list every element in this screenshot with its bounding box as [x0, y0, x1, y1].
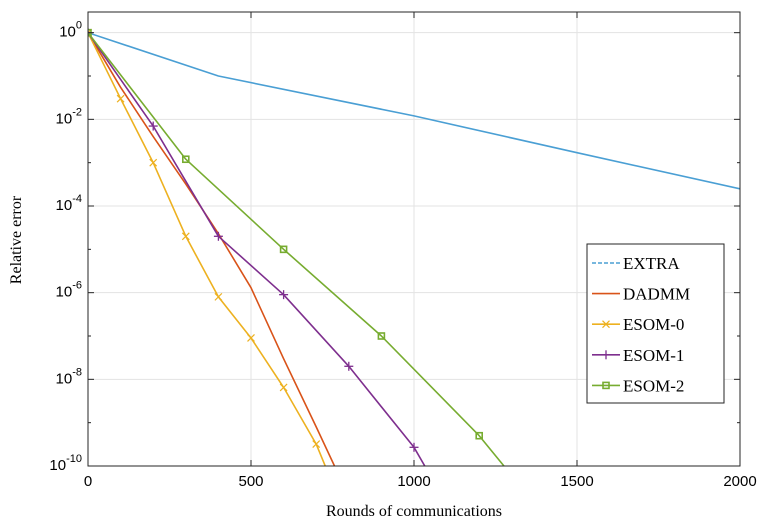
legend-label: DADMM: [623, 285, 690, 304]
data-point: [279, 245, 288, 254]
data-point: [181, 232, 190, 241]
data-point: [377, 332, 386, 340]
data-point: [344, 361, 354, 371]
data-point: [409, 442, 419, 452]
data-point: [116, 94, 125, 103]
y-tick-label: 100: [59, 20, 82, 41]
legend-marker: [602, 381, 610, 390]
data-point: [182, 155, 190, 164]
grid: [87, 12, 741, 467]
x-tick-label: 1000: [397, 473, 430, 490]
legend-item: EXTRA: [592, 254, 680, 273]
data-point: [247, 334, 255, 342]
x-axis-title: Rounds of communications: [326, 503, 502, 520]
y-tick-label: 10-10: [49, 453, 82, 474]
series-line: [88, 32, 505, 466]
x-tick-label: 2000: [723, 473, 756, 490]
series-line: [88, 31, 740, 190]
x-tick-label: 1500: [560, 473, 593, 490]
y-tick-label: 10-6: [56, 280, 82, 301]
legend-item: ESOM-1: [592, 346, 684, 365]
y-tick-label: 10-2: [56, 106, 82, 127]
y-axis-title: Relative error: [8, 195, 25, 284]
data-point: [279, 383, 288, 392]
legend-label: ESOM-1: [623, 346, 684, 365]
y-tick-label: 10-4: [56, 193, 82, 214]
legend-label: EXTRA: [623, 254, 680, 273]
x-tick-label: 500: [238, 473, 263, 490]
data-point: [149, 158, 158, 167]
legend-item: ESOM-0: [592, 315, 684, 334]
legend-label: ESOM-0: [623, 315, 684, 334]
data-point: [213, 231, 223, 241]
legend-marker: [601, 350, 611, 360]
data-point: [279, 290, 289, 300]
legend-item: ESOM-2: [592, 376, 684, 395]
data-point: [475, 431, 484, 440]
data-point: [312, 440, 321, 449]
legend-marker: [602, 320, 610, 329]
series-esom-2: [88, 28, 505, 466]
y-tick-label: 10-8: [56, 366, 82, 387]
ticks: [87, 12, 741, 467]
tick-labels: 0 500 1000 1500 2000 10-10 10-8 10-6 10-4 10-2 100: [49, 20, 756, 490]
data-point: [148, 121, 158, 131]
series-esom-1: [88, 28, 426, 466]
series-extra: [88, 31, 740, 190]
series-layer: [88, 28, 740, 466]
x-tick-label: 0: [84, 473, 92, 490]
legend-label: ESOM-2: [623, 376, 684, 395]
legend: EXTRA DADMM ESOM-0 ESOM-1 ESOM-2: [586, 243, 725, 404]
data-point: [214, 292, 223, 301]
legend-item: DADMM: [592, 285, 690, 304]
